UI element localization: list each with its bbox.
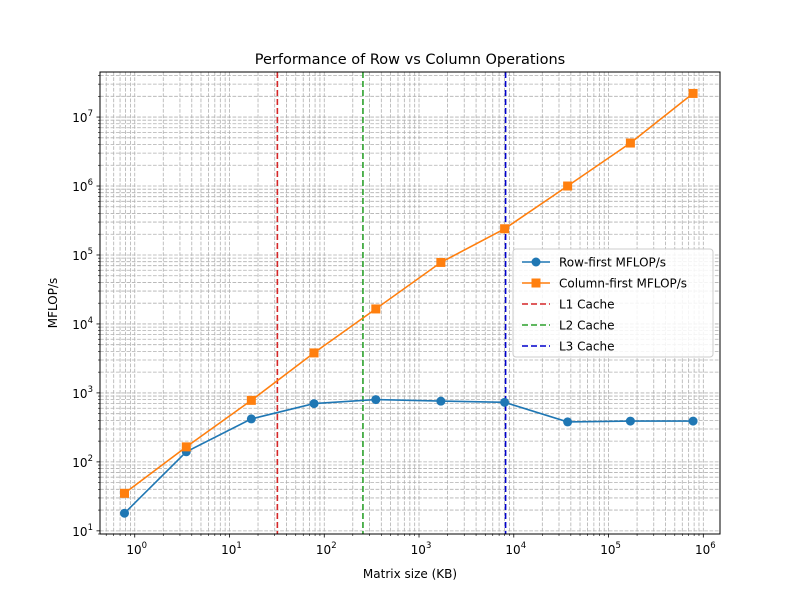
series-line-2 [124,92,694,494]
x-tick-label: 103 [411,541,432,557]
data-point-square [688,88,698,98]
axis-ticks: 100 101 102 103 104 105 106 101 102 103 104 105 106 1… [72,75,716,557]
data-point-square [309,348,319,358]
y-tick-label: 105 [72,247,93,263]
data-point-circle [625,416,635,426]
data-point-circle [563,417,573,427]
legend-label: Row-first MFLOP/s [559,256,666,270]
data-point-square [500,224,510,234]
y-tick-label: 103 [72,385,93,401]
legend: Row-first MFLOP/s Column-first MFLOP/s L1 … [512,248,714,358]
data-point-square [563,181,573,191]
cache-reference-lines [276,72,507,534]
data-point-circle [500,397,510,407]
chart-title: Performance of Row vs Column Operations [255,52,565,68]
x-tick-label: 100 [126,541,147,557]
series-group [120,88,698,518]
y-tick-label: 107 [72,109,93,125]
data-point-square [625,138,635,148]
data-point-circle [688,416,698,426]
series-line-1 [123,398,694,514]
data-point-circle [371,395,381,405]
legend-label: L3 Cache [559,340,614,354]
x-tick-label: 102 [316,541,337,557]
data-point-circle [246,414,256,424]
x-tick-label: 104 [505,541,526,557]
data-point-circle [436,396,446,406]
x-axis-label: Matrix size (KB) [363,567,457,581]
legend-label: L2 Cache [559,319,614,333]
legend-label: Column-first MFLOP/s [559,277,687,291]
legend-marker-circle [531,257,541,267]
data-point-square [436,257,446,267]
y-tick-label: 106 [72,178,93,194]
x-tick-label: 101 [221,541,242,557]
data-point-circle [309,399,319,409]
data-point-circle [120,508,130,518]
y-axis-label: MFLOP/s [46,278,60,329]
y-tick-label: 102 [72,454,93,470]
data-point-square [181,442,191,452]
data-point-square [120,488,130,498]
legend-label: L1 Cache [559,298,614,312]
legend-box [512,248,714,358]
legend-marker-square [531,278,541,288]
y-tick-label: 101 [72,523,93,539]
x-tick-label: 105 [600,541,621,557]
grid [100,72,720,535]
data-point-square [371,304,381,314]
y-tick-label: 104 [72,316,93,332]
x-tick-label: 106 [695,541,716,557]
data-point-square [246,395,256,405]
